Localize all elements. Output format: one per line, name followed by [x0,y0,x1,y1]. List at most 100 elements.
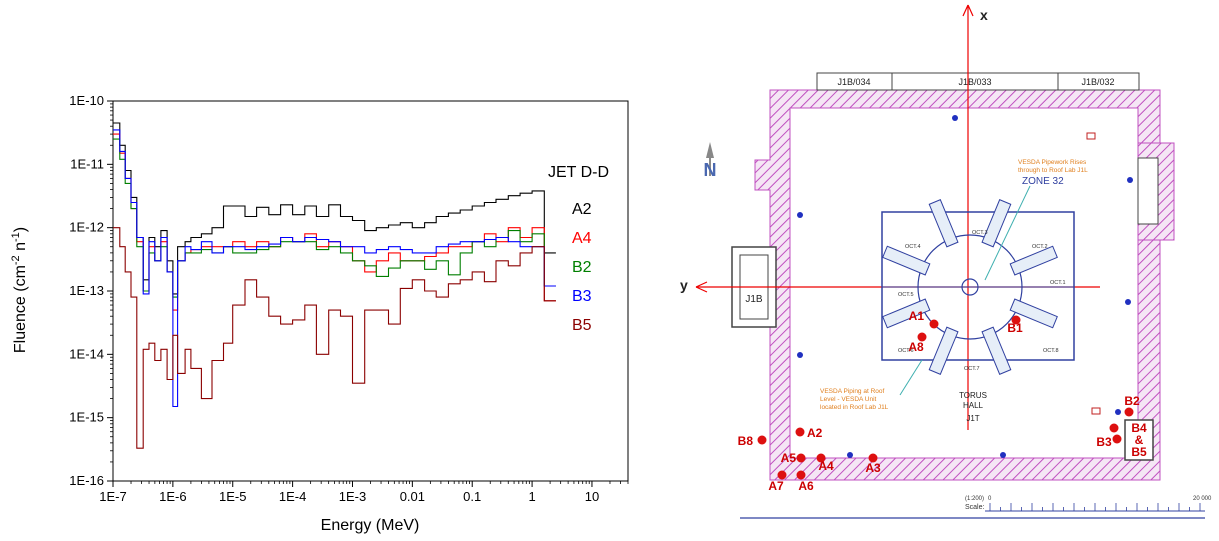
torus-limb [1009,245,1058,276]
oct-label-5: OCT.5 [898,292,914,298]
axis-x-label: x [980,7,988,23]
marker-label-A7: A7 [768,479,784,493]
y-axis-label: Fluence (cm-2 n-1) [10,227,29,353]
hall-label-3: J1T [966,414,979,423]
x-tick-label: 1 [528,489,535,504]
vesda-note-2-line2: Level - VESDA Unit [820,396,877,403]
series-line-A4 [113,133,556,311]
marker-label-B2: B2 [1124,394,1140,408]
marker-label-B5: B5 [1131,445,1147,459]
x-tick-label: 1E-6 [159,489,186,504]
building-walls [754,89,1175,481]
plot-area [112,100,629,482]
torus-limb [882,245,931,276]
marker-label-B1: B1 [1007,321,1023,335]
scale-ratio: (1:200) [965,496,984,502]
vesda-note-1-line1: VESDA Pipework Rises [1018,159,1087,166]
north-label: N [704,160,717,180]
marker-label-A1: A1 [909,309,925,323]
oct-label-6: OCT.6 [898,348,914,354]
octant-labels: OCT.3 OCT.2 OCT.4 OCT.1 OCT.5 OCT.6 OCT.… [898,230,1066,372]
hall-label-2: HALL [963,401,984,410]
marker-label-A4: A4 [818,459,834,473]
vesda-note-2-line3: located in Roof Lab J1L [820,404,889,411]
marker-label-B8: B8 [738,434,754,448]
marker-dot-A5 [796,453,806,463]
x-tick-label: 0.1 [463,489,481,504]
marker-dot-A6 [796,470,806,480]
marker-dot-A8 [917,332,927,342]
x-tick-label: 10 [585,489,599,504]
torus-limb [1009,298,1058,329]
axis-y-label: y [680,277,688,293]
room-label-033: J1B/033 [958,77,991,87]
equipment-points [797,115,1154,461]
series-line-B2 [113,138,556,298]
legend-entry-B3: B3 [572,288,592,305]
y-tick-label: 1E-11 [70,156,104,171]
oct-label-1: OCT.1 [1050,280,1066,286]
series-line-B3 [113,129,556,408]
side-room-label: J1B [745,294,763,305]
oct-label-7: OCT.7 [964,366,980,372]
torus-limb [928,199,959,248]
legend: A2 A4 B2 B3 B5 [572,201,592,334]
marker-label-ampersand: & [1135,433,1144,447]
marker-label-A3: A3 [865,461,881,475]
marker-dot-A3 [868,453,878,463]
series-layer [113,122,556,449]
marker-dot-A2 [795,427,805,437]
north-arrow-icon: N [704,142,717,180]
legend-entry-A2: A2 [572,201,592,218]
x-tick-label: 1E-3 [339,489,366,504]
zone-label: ZONE 32 [1022,176,1064,187]
y-tick-label: 1E-16 [69,473,104,488]
annotations: VESDA Pipework Rises through to Roof Lab… [820,159,1088,423]
scale-start: 0 [988,496,992,502]
torus-limb [882,298,931,329]
scale-label: Scale: [965,504,985,511]
marker-dot-A1 [929,319,939,329]
coordinate-axes: x y [680,4,1100,430]
y-tick-label: 1E-10 [69,93,104,108]
x-axis-label: Energy (MeV) [321,517,420,534]
hall-label-1: TORUS [959,391,987,400]
legend-entry-B2: B2 [572,259,592,276]
y-tick-label: 1E-13 [69,283,104,298]
marker-dot-A4 [816,453,826,463]
scale-ticks [989,503,1201,511]
marker-dot-A7 [777,470,787,480]
x-tick-label: 1E-7 [99,489,126,504]
legend-title: JET D-D [548,164,609,181]
x-tick-label: 1E-5 [219,489,246,504]
legend-entry-A4: A4 [572,230,592,247]
marker-dot-B4 [1112,434,1122,444]
fluence-chart: 1E-7 1E-6 1E-5 1E-4 1E-3 0.01 0.1 1 10 1E-16 1E-15… [10,93,629,534]
marker-dot-B8 [757,435,767,445]
ticks-layer: 1E-7 1E-6 1E-5 1E-4 1E-3 0.01 0.1 1 10 1E-16 1E-15… [69,93,629,504]
room-label-034: J1B/034 [837,77,870,87]
torus-machine [881,199,1075,375]
series-line-B5 [113,227,556,449]
marker-dot-B2 [1124,407,1134,417]
marker-label-B3: B3 [1096,435,1112,449]
marker-dot-B3 [1109,423,1119,433]
marker-label-A6: A6 [798,479,814,493]
marker-label-A8: A8 [908,340,924,354]
oct-label-3: OCT.3 [972,230,988,236]
top-rooms: J1B/034 J1B/033 J1B/032 [816,72,1140,91]
torus-limb [981,326,1012,375]
y-tick-label: 1E-12 [69,220,104,235]
vesda-note-1-line2: through to Roof Lab J1L [1018,167,1088,174]
series-line-A2 [113,122,556,295]
vesda-note-2-line1: VESDA Piping at Roof [820,388,885,395]
marker-dot-B1 [1011,315,1021,325]
plot-frame [112,100,629,482]
x-tick-label: 1E-4 [279,489,306,504]
x-tick-label: 0.01 [400,489,425,504]
oct-label-8: OCT.8 [1043,348,1059,354]
torus-hall-floor-plan: J1B/034 J1B/033 J1B/032 J1B N x y OCT.3 … [680,4,1212,519]
scale-bar: (1:200) 0 20 000 Scale: [740,496,1212,519]
y-tick-label: 1E-14 [69,346,104,361]
